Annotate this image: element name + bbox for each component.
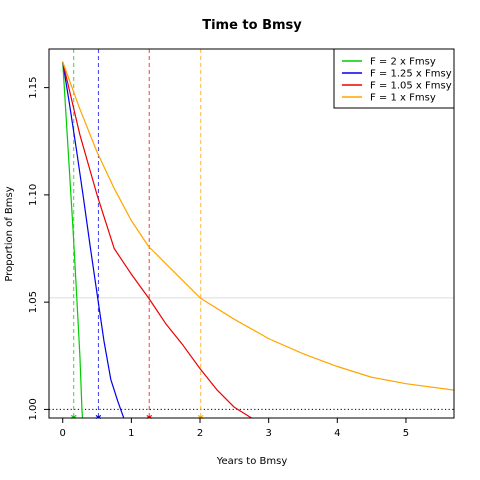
legend-label-0: F = 2 x Fmsy	[370, 57, 436, 68]
plot-frame	[48, 48, 455, 419]
target-lines	[73, 49, 202, 418]
x-tick-label-1: 1	[128, 428, 134, 439]
legend-label-3: F = 1 x Fmsy	[370, 93, 436, 104]
legend-box	[333, 48, 455, 109]
series-line-2	[62, 61, 253, 418]
y-tick-label-1: 1.05	[28, 291, 39, 313]
series-line-0	[62, 61, 84, 418]
y-tick-label-3: 1.15	[28, 76, 39, 98]
y-tick-label-0: 1.00	[28, 398, 39, 420]
series-line-1	[62, 61, 125, 418]
x-tick-label-3: 3	[265, 428, 271, 439]
series-line-3	[62, 61, 454, 391]
y-axis: 1.00 1.05 1.10 1.15	[28, 76, 49, 421]
reference-lines	[49, 297, 454, 410]
series-lines	[62, 61, 454, 418]
legend-label-2: F = 1.05 x Fmsy	[370, 81, 452, 92]
x-tick-label-2: 2	[197, 428, 203, 439]
y-axis-label: Proportion of Bmsy	[4, 186, 15, 281]
x-tick-label-4: 4	[334, 428, 340, 439]
legend-label-1: F = 1.25 x Fmsy	[370, 69, 452, 80]
x-tick-label-0: 0	[60, 428, 66, 439]
x-axis: 0 1 2 3 4 5	[60, 418, 409, 439]
chart-title: Time to Bmsy	[202, 18, 302, 33]
y-tick-label-2: 1.10	[28, 184, 39, 206]
x-tick-label-5: 5	[403, 428, 409, 439]
x-axis-label: Years to Bmsy	[216, 456, 288, 467]
